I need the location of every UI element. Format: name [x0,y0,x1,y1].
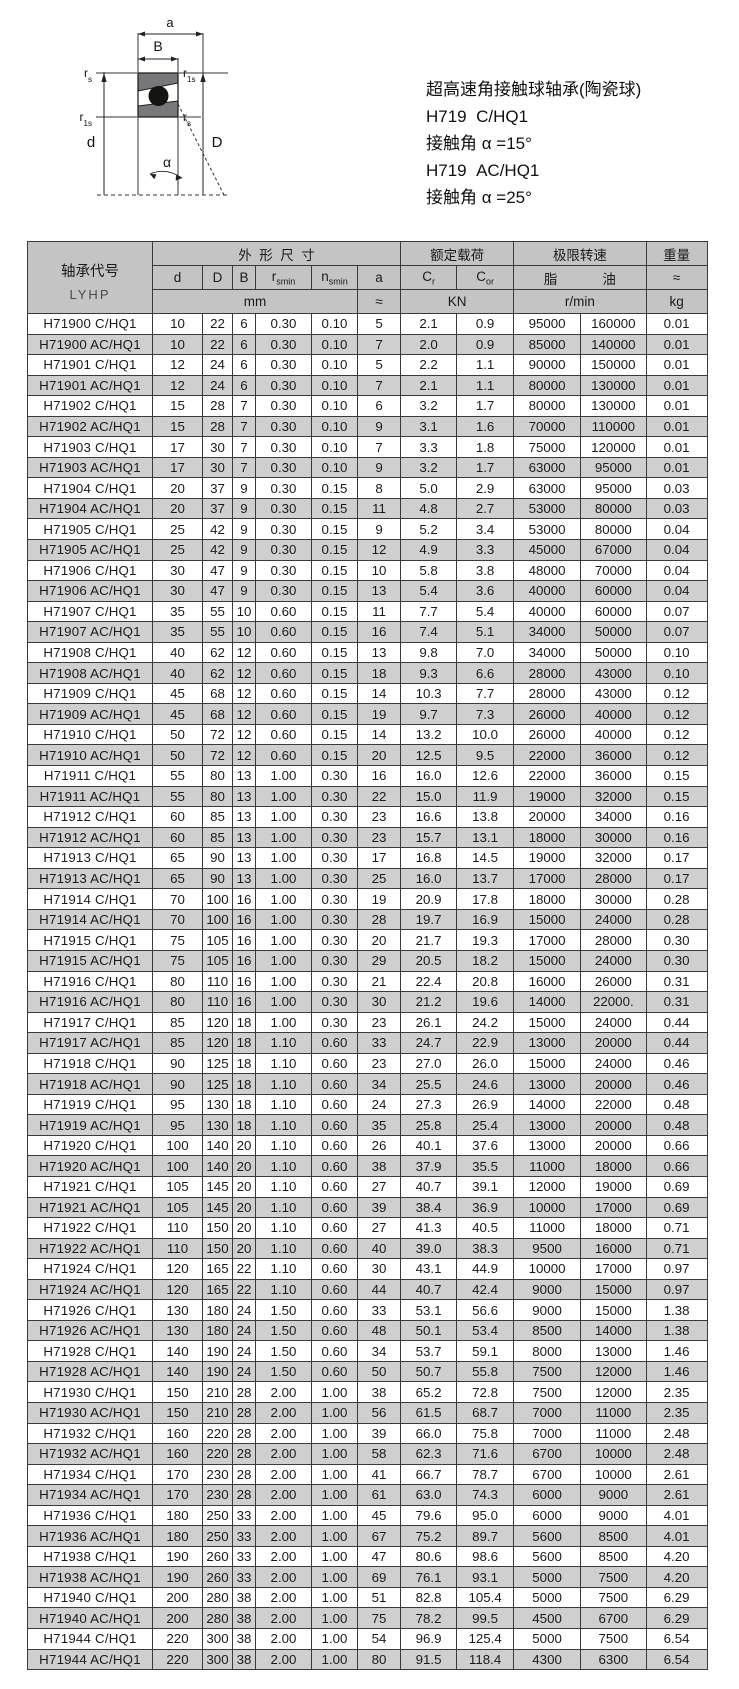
svg-text:r1s: r1s [80,110,92,128]
svg-text:rs: rs [84,66,92,84]
svg-text:B: B [153,38,162,54]
svg-text:α: α [163,154,171,170]
svg-text:D: D [212,134,223,151]
svg-text:d: d [87,134,95,151]
svg-text:r1s: r1s [183,66,195,84]
svg-text:rs: rs [183,110,191,128]
svg-text:a: a [166,15,174,30]
